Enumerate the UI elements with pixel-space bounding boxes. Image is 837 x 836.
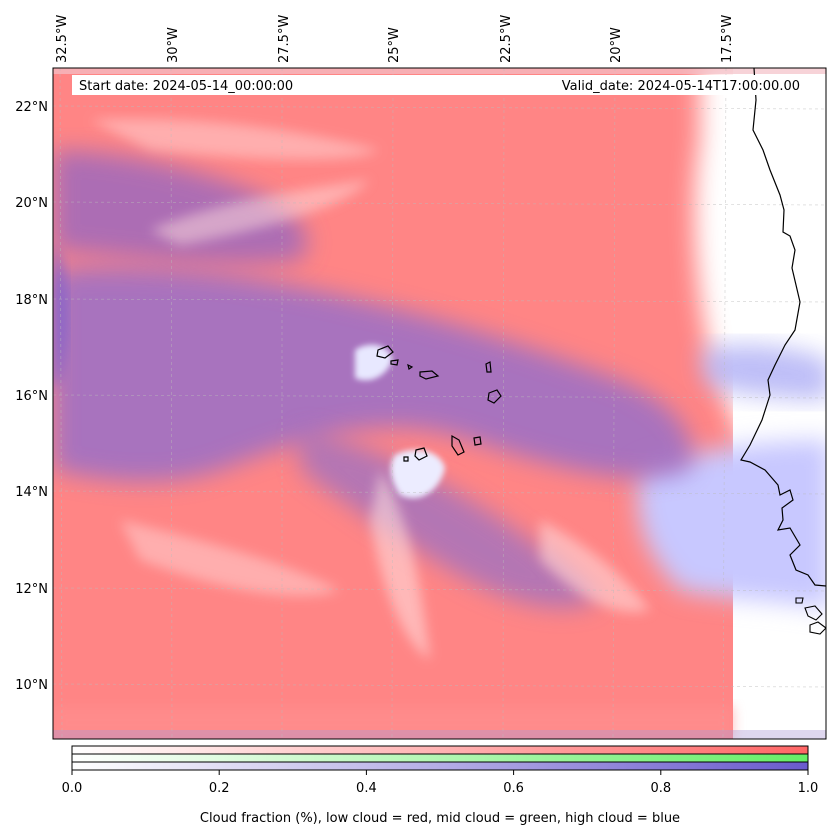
colorbar-tick-label: 0.8 [650, 781, 671, 796]
colorbar-tick-label: 0.6 [503, 781, 524, 796]
colorbar-high-band [72, 762, 808, 770]
colorbar-tick-label: 1.0 [798, 781, 819, 796]
lon-label: 27.5°W [277, 15, 292, 63]
start-date-label: Start date: 2024-05-14_00:00:00 [79, 79, 293, 94]
coastline-africa [740, 68, 826, 587]
lat-label: 20°N [15, 196, 48, 211]
cape-verde-islands [376, 345, 502, 462]
lon-label: 20°W [609, 27, 624, 63]
clear-patch-islands [355, 344, 392, 381]
colorbar-mid-band [72, 754, 808, 762]
high-cloud-patch-east [637, 440, 826, 610]
lat-label: 18°N [15, 293, 48, 308]
lon-label: 25°W [387, 27, 402, 63]
colorbar-tick-label: 0.2 [209, 781, 230, 796]
map-panel [53, 68, 826, 739]
lat-label: 10°N [15, 678, 48, 693]
colorbar-label: Cloud fraction (%), low cloud = red, mid… [200, 811, 680, 826]
lat-label: 12°N [15, 582, 48, 597]
lon-label: 22.5°W [499, 15, 514, 63]
valid-date-label: Valid_date: 2024-05-14T17:00:00.00 [562, 79, 800, 94]
lat-label: 16°N [15, 389, 48, 404]
lat-label: 14°N [15, 485, 48, 500]
gridlines [53, 68, 826, 739]
map-frame [52, 67, 827, 740]
colorbar-ticks: 0.0 0.2 0.4 0.6 0.8 1.0 [62, 770, 819, 796]
colorbar: 0.0 0.2 0.4 0.6 0.8 1.0 Cloud fraction (%), l… [62, 745, 819, 826]
lon-label: 32.5°W [55, 15, 70, 63]
colorbar-tick-label: 0.0 [62, 781, 83, 796]
colorbar-low-band [72, 746, 808, 754]
latitude-labels: 22°N 20°N 18°N 16°N 14°N 12°N 10°N [15, 100, 48, 693]
annotation-strip [72, 75, 807, 95]
lon-label: 30°W [166, 27, 181, 63]
longitude-labels: 32.5°W 30°W 27.5°W 25°W 22.5°W 20°W 17.5… [55, 15, 735, 63]
lon-label: 17.5°W [720, 15, 735, 63]
lat-label: 22°N [15, 100, 48, 115]
colorbar-tick-label: 0.4 [356, 781, 377, 796]
